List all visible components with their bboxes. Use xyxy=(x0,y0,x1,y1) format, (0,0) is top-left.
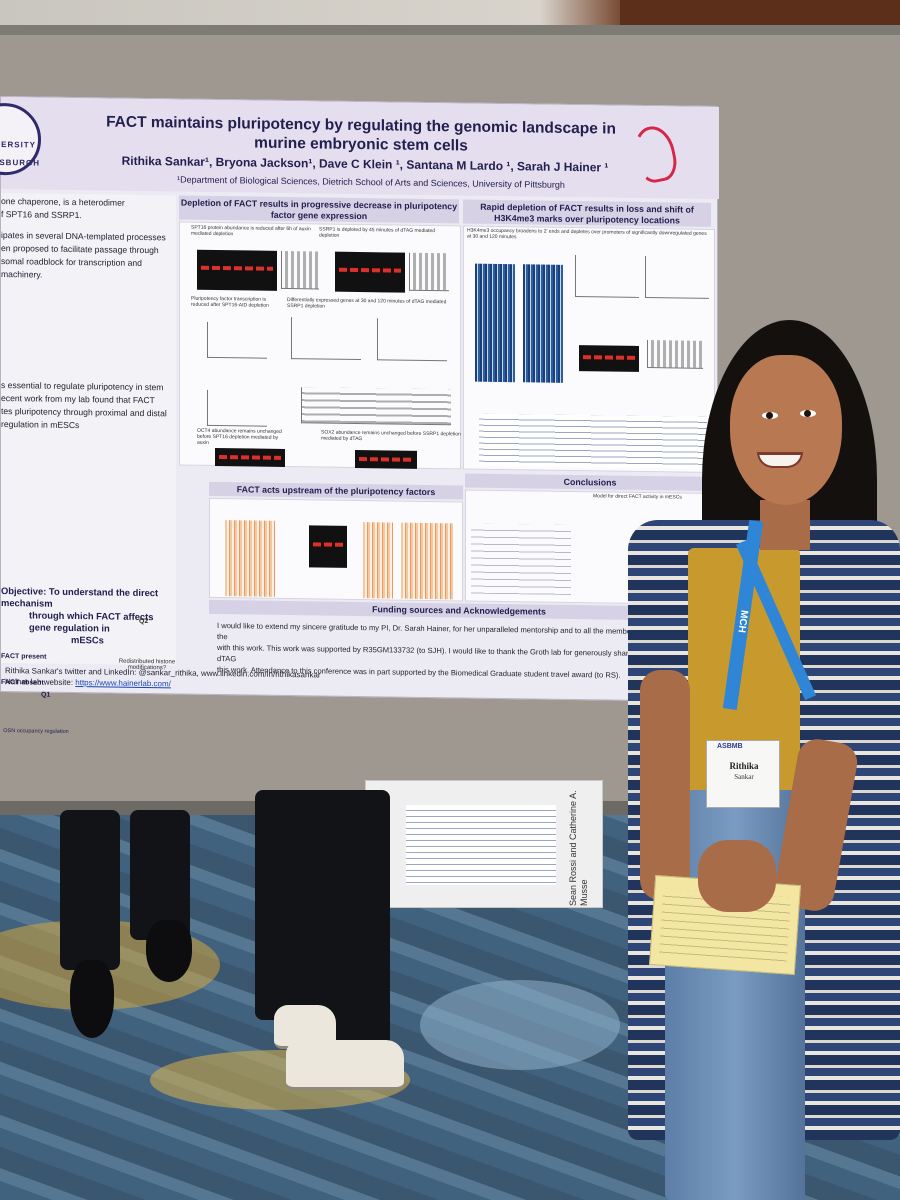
volcano-plot-figure xyxy=(377,318,447,362)
neck xyxy=(760,500,810,550)
bar-chart-figure xyxy=(281,250,319,290)
intro-line: regulation in mESCs xyxy=(1,419,80,431)
western-blot xyxy=(309,525,347,568)
carpet-light-swirl xyxy=(420,980,620,1070)
occupancy-heatmap xyxy=(363,522,393,599)
white-shoe xyxy=(286,1040,404,1090)
western-blot xyxy=(197,249,277,291)
objective-line: Objective: To understand the direct mech… xyxy=(1,585,159,609)
name-badge: ASBMB Rithika Sankar xyxy=(706,740,780,808)
black-heel-shoe xyxy=(146,920,192,982)
section-heading: Depletion of FACT results in progressive… xyxy=(179,195,459,224)
section-heading: FACT acts upstream of the pluripotency f… xyxy=(209,481,463,500)
hands xyxy=(698,840,776,912)
question-label: Q1 xyxy=(41,691,51,699)
poster-title: FACT maintains pluripotency by regulatin… xyxy=(101,112,621,157)
genome-track-figure xyxy=(406,805,556,885)
question-label: Q2 xyxy=(139,617,149,626)
intro-line: f SPT16 and SSRP1. xyxy=(1,209,82,221)
intro-line: machinery. xyxy=(1,269,43,280)
eye xyxy=(762,412,778,419)
western-blot xyxy=(335,251,405,293)
line-plot-figure xyxy=(207,389,267,427)
bar-chart-figure xyxy=(409,252,449,292)
poster-introduction: one chaperone, is a heterodimer f SPT16 … xyxy=(1,195,173,433)
badge-last-name: Sankar xyxy=(734,773,754,781)
badge-brand: ASBMB xyxy=(717,743,743,750)
seal-text: UNIVERSITY OF PITTSBURGH xyxy=(0,139,40,168)
badge-first-name: Rithika xyxy=(729,761,759,771)
western-blot xyxy=(215,448,285,467)
arm xyxy=(640,670,690,900)
presenter: MCH ASBMB Rithika Sankar xyxy=(620,320,900,1200)
lab-website-link[interactable]: https://www.hainerlab.com/ xyxy=(75,678,171,689)
figure-caption: SOX2 abundance remains unchanged before … xyxy=(321,429,461,443)
figure-caption: Differentially expressed genes at 30 and… xyxy=(287,297,447,310)
volcano-plot-figure xyxy=(291,317,361,361)
person-leg xyxy=(60,810,120,970)
western-blot xyxy=(355,449,417,469)
heatmap-figure xyxy=(475,263,515,383)
profile-plot-figure xyxy=(645,256,709,299)
figure-caption: SSRP1 is depleted by 45 minutes of dTAG … xyxy=(319,226,436,239)
figure-caption: OCT4 abundance remains unchanged before … xyxy=(197,427,282,446)
heatmap-figure xyxy=(523,264,563,383)
background-poster-authors: Sean Rossi and Catherine A. Musse xyxy=(568,790,589,906)
occupancy-heatmap xyxy=(401,522,453,600)
face xyxy=(730,355,842,505)
model-caption: OSN occupancy regulation xyxy=(3,728,69,735)
figure-caption: Pluripotency factor transcription is red… xyxy=(191,295,269,309)
person-leg xyxy=(130,810,190,940)
eye xyxy=(800,410,816,417)
research-poster: UNIVERSITY OF PITTSBURGH FACT maintains … xyxy=(0,96,721,735)
background-poster xyxy=(365,780,603,908)
footer-website-label: Hainer lab website: xyxy=(5,677,76,688)
section-heading: Rapid depletion of FACT results in loss … xyxy=(463,199,711,227)
profile-plot-figure xyxy=(575,255,639,298)
occupancy-heatmap xyxy=(225,520,275,597)
objective-line: mESCs xyxy=(71,633,104,646)
line-plot-figure xyxy=(207,321,267,359)
black-heel-shoe xyxy=(70,960,114,1038)
figure-caption: SPT16 protein abundance is reduced after… xyxy=(191,224,311,238)
pathway-bar-chart xyxy=(301,387,451,426)
conclusions-text-block xyxy=(471,523,571,595)
